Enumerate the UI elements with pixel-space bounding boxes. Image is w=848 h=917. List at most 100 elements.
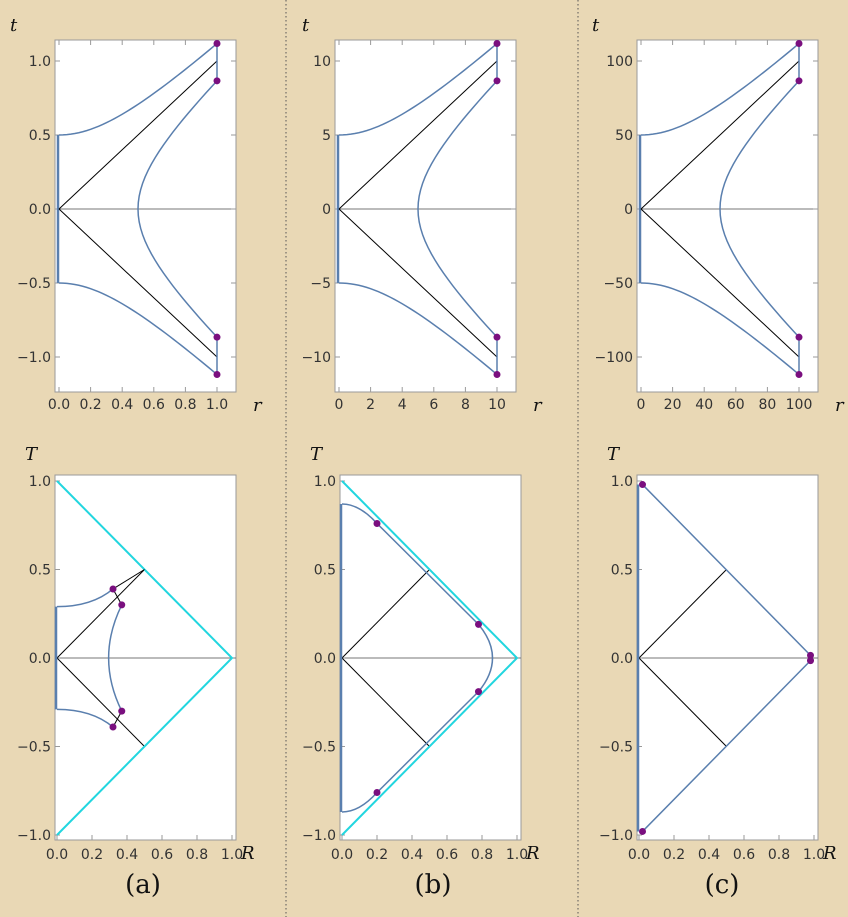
y-axis-label: T xyxy=(25,444,39,465)
y-tick-label: 0.0 xyxy=(314,651,336,667)
endpoint-dot xyxy=(493,370,501,378)
null-line-lower xyxy=(640,208,800,358)
endpoint-dot xyxy=(373,789,381,797)
y-tick-label: −1.0 xyxy=(599,828,633,844)
y-tick-label: 0.5 xyxy=(314,563,336,579)
y-tick-label: −10 xyxy=(301,350,331,366)
y-tick-label: −50 xyxy=(603,276,633,292)
x-tick-label: 10 xyxy=(488,397,506,413)
endpoint-dot xyxy=(639,827,646,835)
y-tick-label: 0.5 xyxy=(29,128,51,144)
endpoint-dot xyxy=(807,651,814,659)
lower-curve xyxy=(58,282,218,376)
endpoint-dot xyxy=(118,707,126,715)
endpoint-dot xyxy=(493,333,501,341)
x-tick-label: 2 xyxy=(366,397,375,413)
x-tick-label: 1.0 xyxy=(803,847,825,863)
endpoint-dot xyxy=(213,333,221,341)
bottom-plot-b: 0.0 0.2 0.4 0.6 0.8 1.0 −1.0 −0.5 0.0 0.5 1.0 T R xyxy=(302,444,540,864)
x-tick-label: 8 xyxy=(461,397,470,413)
y-tick-label: 1.0 xyxy=(29,474,51,490)
x-tick-label: 1.0 xyxy=(221,847,243,863)
middle-hyperbola xyxy=(107,604,123,712)
x-tick-label: 0.0 xyxy=(331,847,353,863)
endpoint-dot xyxy=(109,585,117,593)
x-axis-label: R xyxy=(822,843,837,864)
y-axis-label: t xyxy=(592,15,600,36)
y-tick-label: −0.5 xyxy=(302,740,336,756)
y-tick-label: 1.0 xyxy=(314,474,336,490)
top-plot-a: 0.0 0.2 0.4 0.6 0.8 1.0 −1.0 −0.5 0.0 0.5 1.0 t r xyxy=(10,15,263,416)
upper-curve xyxy=(641,484,812,656)
null-line-upper xyxy=(56,569,145,659)
y-tick-label: 0 xyxy=(624,202,633,218)
lower-curve xyxy=(640,282,800,376)
x-tick-label: 0.2 xyxy=(79,397,101,413)
x-tick-label: 0.2 xyxy=(663,847,685,863)
lower-curve xyxy=(56,708,114,728)
middle-hyperbola xyxy=(477,623,494,693)
light-cone xyxy=(341,480,519,836)
null-line-lower xyxy=(341,657,430,747)
null-line-lower xyxy=(56,657,145,747)
y-tick-label: −0.5 xyxy=(599,740,633,756)
x-tick-label: 0.4 xyxy=(698,847,720,863)
endpoint-dot xyxy=(475,620,482,628)
x-tick-label: 0.6 xyxy=(733,847,755,863)
top-plot-b: 0 2 4 6 8 10 −10 −5 0 5 10 t r xyxy=(301,15,543,416)
y-tick-label: −1.0 xyxy=(17,828,51,844)
upper-curve xyxy=(640,42,800,136)
x-tick-label: 0.6 xyxy=(151,847,173,863)
x-tick-label: 0.8 xyxy=(174,397,196,413)
y-tick-label: −100 xyxy=(595,350,633,366)
x-tick-label: 100 xyxy=(786,397,813,413)
null-line-upper xyxy=(638,569,727,659)
x-tick-label: 6 xyxy=(429,397,438,413)
caption-a: (a) xyxy=(125,870,161,900)
y-tick-label: 0.0 xyxy=(29,651,51,667)
x-tick-label: 0.6 xyxy=(143,397,165,413)
endpoint-dot xyxy=(213,40,221,48)
x-tick-label: 40 xyxy=(695,397,713,413)
y-tick-label: 1.0 xyxy=(29,54,51,70)
y-axis-label: T xyxy=(310,444,324,465)
x-tick-label: 60 xyxy=(727,397,745,413)
y-tick-label: 100 xyxy=(606,54,633,70)
null-line-lower xyxy=(638,657,727,747)
middle-hyperbola xyxy=(417,80,498,338)
x-tick-label: 0.0 xyxy=(46,847,68,863)
y-axis-label: T xyxy=(607,444,621,465)
x-tick-label: 0 xyxy=(637,397,646,413)
caption-b: (b) xyxy=(415,870,452,900)
x-tick-label: 1.0 xyxy=(506,847,528,863)
endpoint-dot xyxy=(213,77,221,85)
endpoint-dot xyxy=(118,601,126,609)
x-tick-label: 0.8 xyxy=(471,847,493,863)
y-tick-label: −1.0 xyxy=(302,828,336,844)
x-tick-label: 0.0 xyxy=(628,847,650,863)
endpoint-dot xyxy=(493,77,501,85)
x-tick-label: 0.2 xyxy=(366,847,388,863)
caption-c: (c) xyxy=(705,870,740,900)
x-tick-label: 0.8 xyxy=(186,847,208,863)
y-tick-label: 0.0 xyxy=(29,202,51,218)
endpoint-dot xyxy=(807,657,814,665)
x-tick-label: 0.6 xyxy=(436,847,458,863)
light-cone xyxy=(56,480,234,836)
upper-curve xyxy=(56,588,114,608)
null-line-upper xyxy=(58,60,218,210)
x-tick-label: 80 xyxy=(758,397,776,413)
x-axis-label: r xyxy=(835,395,845,416)
plot-frame xyxy=(334,39,517,393)
lower-curve xyxy=(641,660,812,832)
endpoint-dot xyxy=(795,40,803,48)
endpoint-dot xyxy=(373,519,381,527)
y-tick-label: 50 xyxy=(615,128,633,144)
x-axis-label: R xyxy=(240,843,255,864)
plot-frame xyxy=(54,39,237,393)
bottom-plot-a: 0.0 0.2 0.4 0.6 0.8 1.0 −1.0 −0.5 0.0 0.5 1.0 T R xyxy=(17,444,255,864)
top-plot-c: 0 20 40 60 80 100 −100 −50 0 50 100 t r xyxy=(592,15,845,416)
y-tick-label: −0.5 xyxy=(17,740,51,756)
y-axis-label: t xyxy=(302,15,310,36)
